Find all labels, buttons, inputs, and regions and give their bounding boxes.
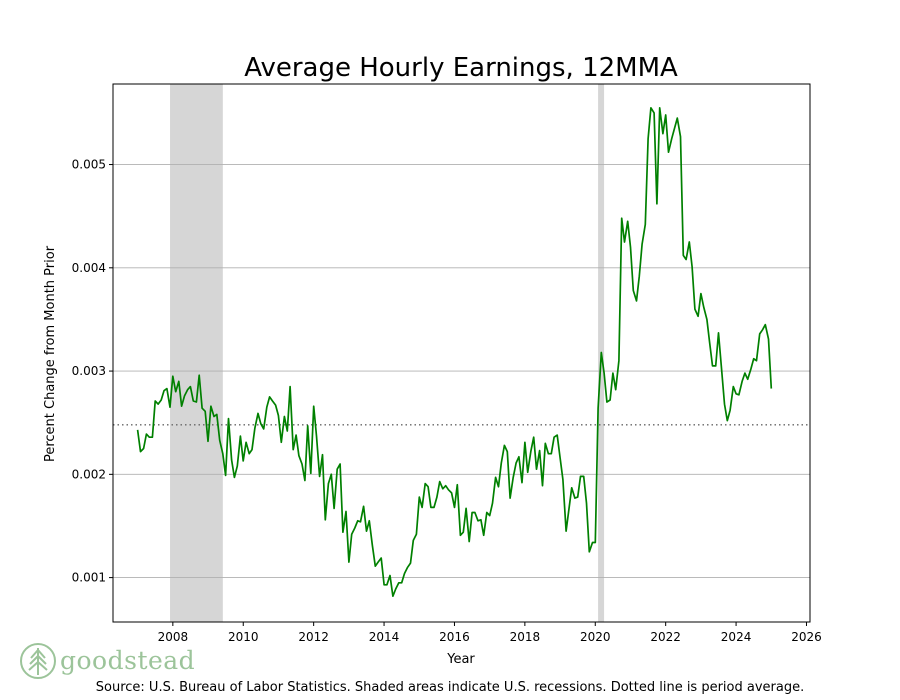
x-tick-label: 2008 [158,630,189,644]
gridlines [113,164,810,579]
x-tick-label: 2024 [721,630,752,644]
y-axis-label: Percent Change from Month Prior [43,245,58,462]
source-note: Source: U.S. Bureau of Labor Statistics.… [95,680,805,695]
x-tick-label: 2022 [650,630,681,644]
y-tick-label: 0.004 [72,261,106,275]
y-tick-label: 0.002 [72,467,106,481]
recession-band-1 [170,84,223,622]
y-axis: 0.001 0.002 0.003 0.004 0.005 [72,158,113,585]
logo-wordmark: goodstead [60,646,196,675]
x-axis-label: Year [446,652,475,667]
plot-frame [112,83,811,623]
y-tick-label: 0.003 [72,364,106,378]
x-tick-label: 2012 [298,630,329,644]
x-tick-label: 2020 [580,630,611,644]
chart-title: Average Hourly Earnings, 12MMA [244,53,678,83]
x-tick-label: 2018 [510,630,541,644]
y-tick-label: 0.005 [72,158,106,172]
x-tick-label: 2010 [228,630,259,644]
earnings-series-line [136,106,773,598]
x-axis: 2008 2010 2012 2014 2016 2018 2020 2022 2024 2026 [158,622,822,644]
x-tick-label: 2014 [369,630,400,644]
x-tick-label: 2016 [439,630,470,644]
x-tick-label: 2026 [791,630,822,644]
tree-logo-icon [20,643,56,679]
y-tick-label: 0.001 [72,571,106,585]
